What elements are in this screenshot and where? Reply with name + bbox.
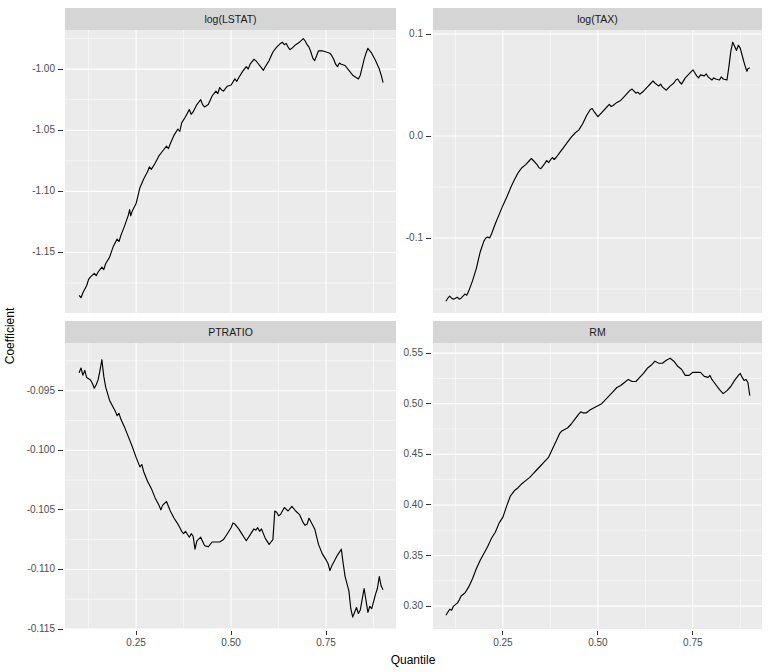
y-axis-tick — [426, 34, 431, 35]
facet-strip: RM — [433, 321, 762, 343]
y-tick-label: -1.00 — [0, 63, 55, 75]
y-tick-label: -1.05 — [0, 124, 55, 136]
x-axis-title: Quantile — [313, 653, 513, 667]
x-axis-tick — [597, 631, 598, 635]
y-axis-tick — [426, 353, 431, 354]
y-tick-label: -0.095 — [0, 385, 55, 397]
facet-panel — [433, 343, 762, 629]
y-axis-tick — [58, 130, 63, 131]
facet-panel — [65, 30, 396, 313]
facet-panel — [433, 30, 762, 313]
y-tick-label: 0.1 — [363, 28, 423, 40]
y-axis-tick — [58, 191, 63, 192]
y-axis-tick — [58, 509, 63, 510]
y-axis-tick — [58, 629, 63, 630]
x-tick-label: 0.25 — [116, 637, 156, 649]
y-tick-label: 0.40 — [363, 499, 423, 511]
facet-strip: log(LSTAT) — [65, 8, 396, 30]
x-axis-tick — [231, 631, 232, 635]
y-axis-tick — [426, 454, 431, 455]
x-axis-tick — [326, 631, 327, 635]
y-tick-label: -0.115 — [0, 623, 55, 635]
y-axis-tick — [426, 403, 431, 404]
y-tick-label: -1.10 — [0, 185, 55, 197]
x-tick-label: 0.25 — [483, 637, 523, 649]
x-axis-tick — [136, 631, 137, 635]
y-tick-label: -1.15 — [0, 246, 55, 258]
facet-strip: PTRATIO — [65, 321, 396, 343]
x-axis-tick — [502, 631, 503, 635]
y-axis-tick — [58, 390, 63, 391]
x-tick-label: 0.75 — [306, 637, 346, 649]
y-tick-label: -0.105 — [0, 504, 55, 516]
y-axis-tick — [58, 569, 63, 570]
y-axis-title: Coefficient — [3, 236, 19, 436]
y-axis-tick — [426, 504, 431, 505]
y-tick-label: 0.50 — [363, 398, 423, 410]
facet-strip-label: log(LSTAT) — [204, 13, 256, 25]
x-tick-label: 0.50 — [211, 637, 251, 649]
facet-strip: log(TAX) — [433, 8, 762, 30]
facet-ptratio: PTRATIO — [65, 321, 396, 629]
facet-rm: RM — [433, 321, 762, 629]
y-tick-label: 0.0 — [363, 130, 423, 142]
y-axis-tick — [58, 450, 63, 451]
x-tick-label: 0.50 — [578, 637, 618, 649]
facet-strip-label: PTRATIO — [208, 326, 253, 338]
x-tick-label: 0.75 — [673, 637, 713, 649]
y-axis-tick — [58, 252, 63, 253]
facet-strip-label: RM — [589, 326, 605, 338]
facet-strip-label: log(TAX) — [577, 13, 618, 25]
facet-log-lstat: log(LSTAT) — [65, 8, 396, 313]
y-tick-label: 0.35 — [363, 550, 423, 562]
y-axis-tick — [426, 238, 431, 239]
facet-panel — [65, 343, 396, 629]
y-tick-label: -0.1 — [363, 232, 423, 244]
x-axis-tick — [692, 631, 693, 635]
y-axis-tick — [426, 555, 431, 556]
y-axis-tick — [426, 606, 431, 607]
y-axis-tick — [426, 136, 431, 137]
faceted-coefficient-chart: Coefficient Quantile log(LSTAT) log(TAX)… — [0, 0, 768, 672]
y-tick-label: -0.100 — [0, 444, 55, 456]
y-tick-label: 0.30 — [363, 600, 423, 612]
y-tick-label: 0.55 — [363, 347, 423, 359]
y-tick-label: -0.110 — [0, 563, 55, 575]
facet-log-tax: log(TAX) — [433, 8, 762, 313]
y-axis-tick — [58, 69, 63, 70]
y-tick-label: 0.45 — [363, 448, 423, 460]
